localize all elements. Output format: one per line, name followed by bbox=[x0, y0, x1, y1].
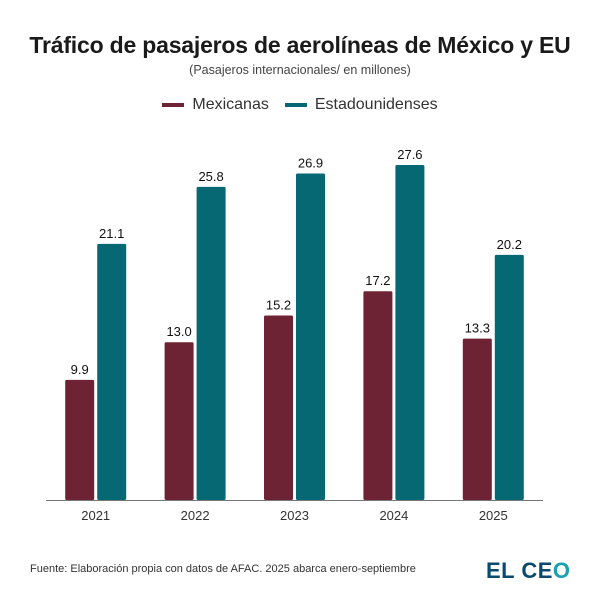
x-tick-label-2021: 2021 bbox=[81, 508, 110, 523]
x-tick-label-2022: 2022 bbox=[181, 508, 210, 523]
x-tick-label-2024: 2024 bbox=[379, 508, 408, 523]
data-label-mexicanas-2023: 15.2 bbox=[266, 298, 291, 313]
bar-estadounidenses-2024 bbox=[395, 165, 425, 500]
bar-mexicanas-2025 bbox=[462, 338, 492, 500]
source-note: Fuente: Elaboración propia con datos de … bbox=[30, 563, 416, 575]
bar-mexicanas-2023 bbox=[264, 315, 293, 500]
legend-label-mexicanas: Mexicanas bbox=[192, 96, 269, 113]
legend-label-estadounidenses: Estadounidenses bbox=[314, 96, 438, 113]
bar-estadounidenses-2021 bbox=[97, 243, 127, 500]
logo-accent: O bbox=[552, 558, 571, 583]
data-label-mexicanas-2021: 9.9 bbox=[71, 362, 89, 377]
data-label-mexicanas-2025: 13.3 bbox=[465, 321, 490, 336]
data-label-estadounidenses-2025: 20.2 bbox=[497, 237, 522, 252]
legend-item-mexicanas: Mexicanas bbox=[162, 96, 269, 114]
data-label-mexicanas-2022: 13.0 bbox=[166, 324, 191, 339]
x-tick-label-2025: 2025 bbox=[479, 508, 508, 523]
el-ceo-logo: EL CEO bbox=[486, 558, 571, 584]
data-label-estadounidenses-2024: 27.6 bbox=[397, 147, 422, 162]
bar-mexicanas-2024 bbox=[363, 291, 393, 500]
chart-subtitle: (Pasajeros internacionales/ en millones) bbox=[189, 63, 411, 77]
data-label-estadounidenses-2022: 25.8 bbox=[198, 169, 223, 184]
legend-swatch-mexicanas bbox=[162, 103, 185, 107]
logo-main: EL CE bbox=[486, 558, 553, 583]
bar-estadounidenses-2023 bbox=[296, 173, 325, 500]
x-tick-label-2023: 2023 bbox=[280, 508, 309, 523]
bar-estadounidenses-2025 bbox=[494, 254, 524, 500]
legend-item-estadounidenses: Estadounidenses bbox=[284, 96, 438, 114]
data-label-mexicanas-2024: 17.2 bbox=[365, 273, 390, 288]
bar-estadounidenses-2022 bbox=[196, 186, 226, 500]
bar-mexicanas-2021 bbox=[65, 379, 95, 500]
legend: Mexicanas Estadounidenses bbox=[0, 96, 600, 114]
data-label-estadounidenses-2021: 21.1 bbox=[99, 226, 124, 241]
chart-title: Tráfico de pasajeros de aerolíneas de Mé… bbox=[29, 32, 571, 58]
legend-swatch-estadounidenses bbox=[284, 103, 307, 107]
bar-mexicanas-2022 bbox=[164, 342, 194, 500]
data-label-estadounidenses-2023: 26.9 bbox=[298, 155, 323, 170]
